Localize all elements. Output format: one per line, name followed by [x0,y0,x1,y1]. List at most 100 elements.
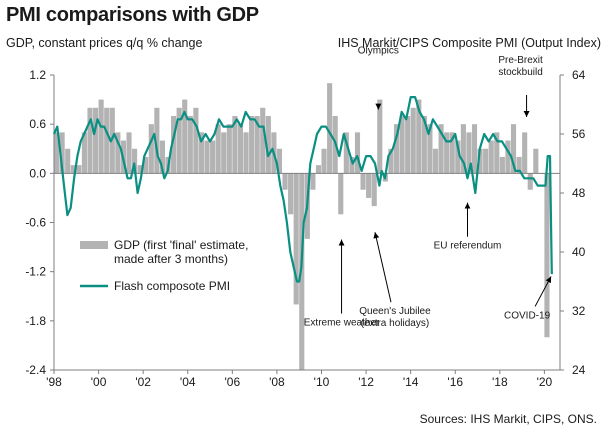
source-note: Sources: IHS Markit, CIPS, ONS. [419,412,597,426]
gdp-bar [460,124,466,174]
left-tick-label: -0.6 [25,216,46,230]
gdp-bar [187,115,193,174]
gdp-bar [416,99,422,174]
gdp-bar [126,132,132,174]
gdp-bar [399,115,405,174]
annotation-line: stockbuild [498,67,542,78]
x-tick-label: '18 [492,375,508,389]
annotation-line: EU referendum [434,241,502,252]
right-axis-title: IHS Markit/CIPS Composite PMI (Output In… [337,36,601,50]
x-tick-label: '12 [358,375,374,389]
gdp-bar [70,165,76,174]
x-tick-label: '16 [447,375,463,389]
gdp-bar [176,107,182,174]
gdp-bar [243,132,249,174]
gdp-bar [327,83,333,174]
gdp-bar [499,156,505,174]
x-tick-label: '04 [180,375,196,389]
gdp-bar [466,132,472,174]
right-tick-label: 32 [572,304,586,318]
gdp-bar [159,140,166,174]
gdp-bar [438,124,444,174]
annotation-label: EU referendum [434,241,502,252]
gdp-bar [154,107,160,174]
legend-gdp-label: GDP (first 'final' estimate, made after 3… [114,238,248,266]
annotation-line: COVID-19 [504,310,551,321]
gdp-bar [449,132,455,174]
gdp-bar [349,156,355,174]
annotation-line: Olympics [358,46,399,57]
gdp-bar [104,107,110,174]
gdp-bar [193,107,199,174]
gdp-bar [249,115,255,174]
annotation-line: (extra holidays) [361,318,429,329]
annotation-line: Queen's Jubilee [359,306,431,317]
gdp-bar [455,140,461,174]
gdp-bar [444,132,450,174]
legend: GDP (first 'final' estimate, made after 3… [80,238,248,293]
gdp-bar [260,107,266,174]
chart-title: PMI comparisons with GDP [6,4,259,26]
gdp-bar [148,124,154,174]
gdp-bar [54,132,60,174]
gdp-bar [338,173,344,215]
gdp-bar [421,115,427,174]
x-tick-label: '20 [537,375,553,389]
pmi-line-layer [52,96,553,283]
gdp-bar [366,173,372,198]
gdp-bar [527,173,533,190]
gdp-bar [226,124,232,174]
gdp-bar [76,165,82,174]
legend-pmi-label: Flash composote PMI [114,279,230,293]
gdp-bar [371,173,377,207]
gdp-bar [215,124,221,174]
x-tick-label: '14 [403,375,419,389]
gdp-bar [410,107,416,174]
annotation-line: Pre-Brexit [498,55,543,66]
x-tick-label: '10 [314,375,330,389]
gdp-bar [232,115,238,174]
gdp-bar [293,173,299,305]
left-tick-label: 0.0 [29,166,46,180]
gdp-bar [210,140,216,174]
gdp-bar [360,173,366,190]
gdp-bar [510,124,517,174]
gdp-bar [237,124,244,174]
gdp-bar [315,165,322,174]
left-tick-label: 1.2 [29,68,46,82]
gdp-bar [288,173,294,215]
gdp-bar [221,132,227,174]
gdp-bar [494,132,500,174]
annotation-line: Extreme weather [304,318,380,329]
gdp-bars [54,83,550,370]
right-tick-label: 40 [572,245,586,259]
annotation-label: COVID-19 [504,310,551,321]
gdp-bar [198,132,205,174]
gdp-bar [354,132,361,174]
legend-gdp-line: GDP (first 'final' estimate, [114,238,248,252]
gdp-bar [488,140,494,174]
gdp-bar [505,140,511,174]
gdp-bar [405,115,411,174]
gdp-bar [276,148,283,174]
gdp-bar [98,99,104,174]
axes: 1.2 0.6 0.0 -0.6 -1.2 -1.8 -2.4 64 56 48 40 32 24 '98… [25,68,585,389]
annotation-arrow [534,276,552,307]
gdp-bar [471,124,478,174]
gdp-bar [65,148,71,174]
annotation-label: Queen's Jubilee (extra holidays) [359,306,431,329]
gdp-bar [282,173,288,190]
gdp-bar [137,165,143,174]
gdp-bar [393,124,400,174]
gdp-bar [533,148,539,174]
gdp-bar [81,132,87,174]
gdp-bar [522,132,528,174]
gdp-bar [516,156,522,174]
annotation-label: Extreme weather [304,318,380,329]
gdp-bar [182,99,188,174]
gdp-bar [59,132,65,174]
right-tick-label: 56 [572,127,586,141]
gdp-bar [265,115,271,174]
gdp-bar [143,156,149,174]
